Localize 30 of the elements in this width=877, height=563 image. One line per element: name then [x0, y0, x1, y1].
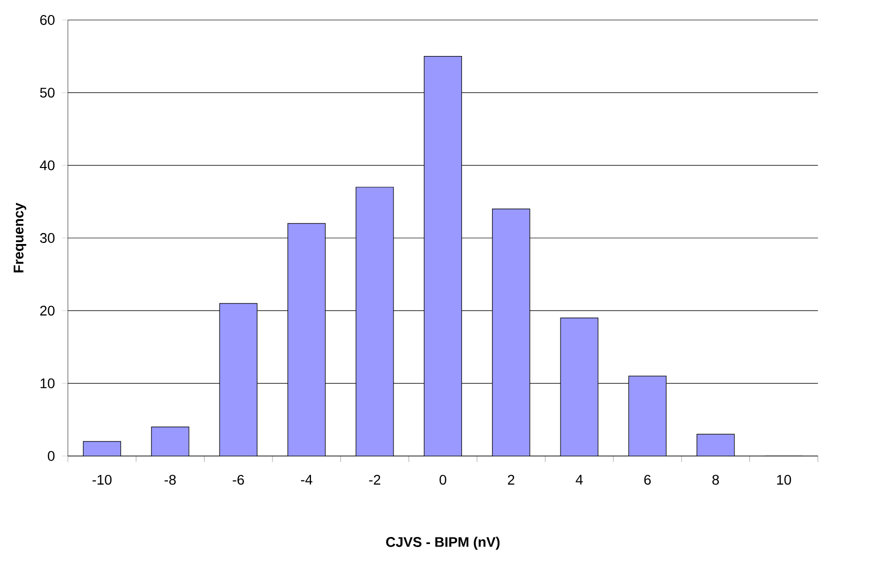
bar	[356, 186, 394, 456]
y-tick-label: 10	[40, 378, 55, 388]
x-tick-label: -8	[164, 474, 176, 485]
y-tick-label: 60	[40, 15, 55, 25]
x-tick-label: 6	[644, 474, 651, 485]
x-tick-label: -6	[232, 474, 244, 485]
bar	[696, 434, 735, 456]
bar	[492, 208, 530, 456]
y-tick-label: 20	[40, 306, 55, 316]
x-tick-label: -10	[92, 474, 112, 485]
x-axis-title: CJVS - BIPM (nV)	[386, 536, 500, 550]
bar	[82, 441, 122, 456]
bar	[424, 56, 462, 456]
x-tick-label: 2	[508, 474, 514, 485]
x-tick-label: 8	[712, 474, 719, 485]
bar	[151, 426, 190, 456]
bar	[628, 376, 667, 456]
y-tick-label: 40	[40, 160, 55, 170]
x-tick-label: -4	[300, 474, 312, 484]
x-tick-label: 4	[576, 474, 583, 484]
bar	[219, 303, 258, 456]
bar	[560, 318, 598, 456]
y-tick-label: 0	[48, 451, 55, 461]
y-tick-label: 30	[40, 233, 55, 243]
bar	[287, 223, 326, 456]
y-tick-label: 50	[40, 88, 55, 98]
x-tick-label: 0	[440, 474, 446, 485]
x-tick-label: 10	[777, 474, 792, 485]
y-axis-title: Frequency	[14, 202, 26, 272]
x-tick-label: -2	[369, 474, 380, 485]
